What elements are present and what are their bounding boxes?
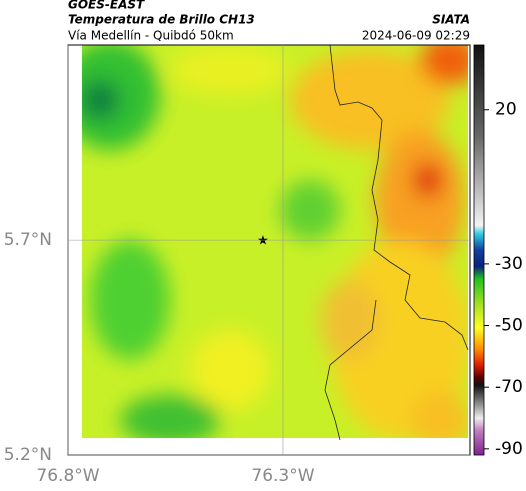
title: GOES-EAST	[68, 0, 145, 12]
colorbar-tick-label: 20	[495, 100, 517, 120]
location-marker: ★	[257, 234, 269, 249]
colorbar	[473, 44, 485, 456]
coastline	[324, 44, 469, 441]
datetime: 2024-06-09 02:29	[362, 29, 470, 43]
colorbar-tick-label: -30	[495, 254, 523, 274]
y-tick-label: 5.7°N	[4, 230, 52, 250]
colorbar-tick-label: -90	[495, 439, 523, 459]
colorbar-tick-label: -70	[495, 377, 523, 397]
brightness-field	[82, 45, 468, 438]
x-tick-label: 76.8°W	[36, 466, 99, 486]
x-tick-label: 76.3°W	[251, 466, 314, 486]
source: SIATA	[432, 13, 470, 27]
subtitle: Temperatura de Brillo CH13	[68, 13, 255, 27]
location: Vía Medellín - Quibdó 50km	[68, 29, 234, 43]
colorbar-tick-label: -50	[495, 316, 523, 336]
y-tick-label: 5.2°N	[4, 445, 52, 465]
